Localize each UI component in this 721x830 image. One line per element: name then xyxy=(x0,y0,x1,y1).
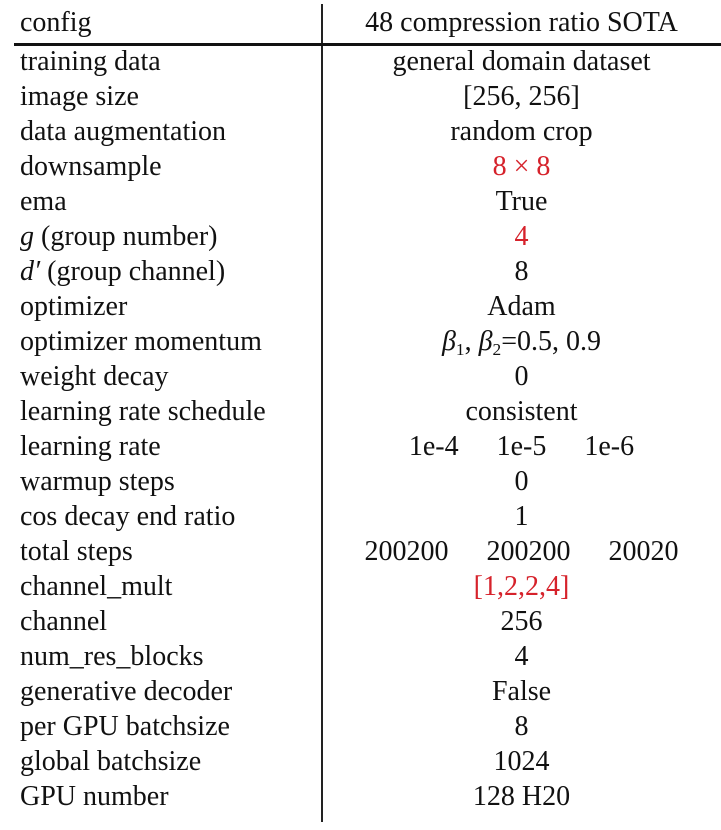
table-row: g (group number) 4 xyxy=(0,219,721,254)
row-key: learning rate schedule xyxy=(20,396,266,427)
table-row: d′ (group channel) 8 xyxy=(0,254,721,289)
row-key: GPU number xyxy=(20,781,169,812)
value-part: 20020 xyxy=(608,536,679,567)
row-key: optimizer momentum xyxy=(20,326,262,357)
row-key: generative decoder xyxy=(20,676,233,707)
table-row: optimizer momentum β1, β2=0.5, 0.9 xyxy=(0,324,721,359)
row-key: per GPU batchsize xyxy=(20,711,230,742)
row-value-multi: 200200 200200 20020 xyxy=(322,534,721,569)
row-key-group: g (group number) xyxy=(20,219,218,254)
row-value-momentum: β1, β2=0.5, 0.9 xyxy=(322,324,721,359)
row-key: channel_mult xyxy=(20,571,173,602)
row-value: 8 xyxy=(514,256,529,287)
table-row: GPU number 128 H20 xyxy=(0,779,721,814)
header-row: config 48 compression ratio SOTA xyxy=(0,5,721,40)
row-value: Adam xyxy=(487,291,556,322)
value-part: 1e-4 xyxy=(408,431,459,462)
table-row: learning rate 1e-4 1e-5 1e-6 xyxy=(0,429,721,464)
table-row: cos decay end ratio 1 xyxy=(0,499,721,534)
math-subscript: 2 xyxy=(492,340,502,360)
row-key: num_res_blocks xyxy=(20,641,204,672)
row-key: learning rate xyxy=(20,431,161,462)
value-part: 200200 xyxy=(364,536,449,567)
math-value: =0.5, 0.9 xyxy=(501,326,602,357)
row-value: 0 xyxy=(514,361,529,392)
table-row: num_res_blocks 4 xyxy=(0,639,721,674)
row-key: downsample xyxy=(20,151,162,182)
row-value: random crop xyxy=(450,116,593,147)
header-rule xyxy=(14,43,721,46)
table-row: channel 256 xyxy=(0,604,721,639)
column-divider xyxy=(321,4,323,822)
row-value: general domain dataset xyxy=(392,46,651,77)
row-value: [256, 256] xyxy=(463,81,580,112)
row-key: image size xyxy=(20,81,139,112)
row-key: training data xyxy=(20,46,161,77)
table-row: weight decay 0 xyxy=(0,359,721,394)
row-value-multi: 1e-4 1e-5 1e-6 xyxy=(322,429,721,464)
row-key-text: (group number) xyxy=(34,221,218,252)
math-subscript: 1 xyxy=(455,340,465,360)
table-row: generative decoder False xyxy=(0,674,721,709)
math-separator: , xyxy=(464,326,479,357)
table-row: learning rate schedule consistent xyxy=(0,394,721,429)
row-value: 128 H20 xyxy=(472,781,571,812)
value-part: 1e-5 xyxy=(496,431,547,462)
row-value: 8 xyxy=(514,711,529,742)
row-key: ema xyxy=(20,186,67,217)
math-symbol: β xyxy=(478,326,493,357)
value-part: 200200 xyxy=(486,536,571,567)
row-value: consistent xyxy=(465,396,578,427)
table-row: global batchsize 1024 xyxy=(0,744,721,779)
row-key: data augmentation xyxy=(20,116,227,147)
row-value-highlight: 4 xyxy=(514,221,529,252)
table-row: downsample 8 × 8 xyxy=(0,149,721,184)
row-key-text: (group channel) xyxy=(40,256,226,287)
row-value: 256 xyxy=(500,606,543,637)
value-part: 1e-6 xyxy=(584,431,635,462)
math-symbol: β xyxy=(441,326,456,357)
table-row: training data general domain dataset xyxy=(0,44,721,79)
row-value: 1024 xyxy=(493,746,550,777)
table-row: ema True xyxy=(0,184,721,219)
table-row: total steps 200200 200200 20020 xyxy=(0,534,721,569)
row-value: False xyxy=(491,676,552,707)
row-value: 0 xyxy=(514,466,529,497)
row-key: optimizer xyxy=(20,291,128,322)
math-symbol: d′ xyxy=(20,256,41,287)
row-key: weight decay xyxy=(20,361,169,392)
table-row: data augmentation random crop xyxy=(0,114,721,149)
row-key: channel xyxy=(20,606,108,637)
row-value-highlight: 8 × 8 xyxy=(492,151,551,182)
table-row: warmup steps 0 xyxy=(0,464,721,499)
row-value-highlight: [1,2,2,4] xyxy=(473,571,570,602)
row-value: True xyxy=(495,186,548,217)
row-key: warmup steps xyxy=(20,466,175,497)
table-row: per GPU batchsize 8 xyxy=(0,709,721,744)
row-key: cos decay end ratio xyxy=(20,501,236,532)
row-key: global batchsize xyxy=(20,746,202,777)
header-value: 48 compression ratio SOTA xyxy=(365,7,678,38)
math-symbol: g xyxy=(20,221,34,252)
table-row: optimizer Adam xyxy=(0,289,721,324)
row-key-group: d′ (group channel) xyxy=(20,254,225,289)
table-row: channel_mult [1,2,2,4] xyxy=(0,569,721,604)
row-key: total steps xyxy=(20,536,133,567)
table-row: image size [256, 256] xyxy=(0,79,721,114)
row-value: 1 xyxy=(514,501,529,532)
header-key: config xyxy=(20,7,92,38)
row-value: 4 xyxy=(514,641,529,672)
